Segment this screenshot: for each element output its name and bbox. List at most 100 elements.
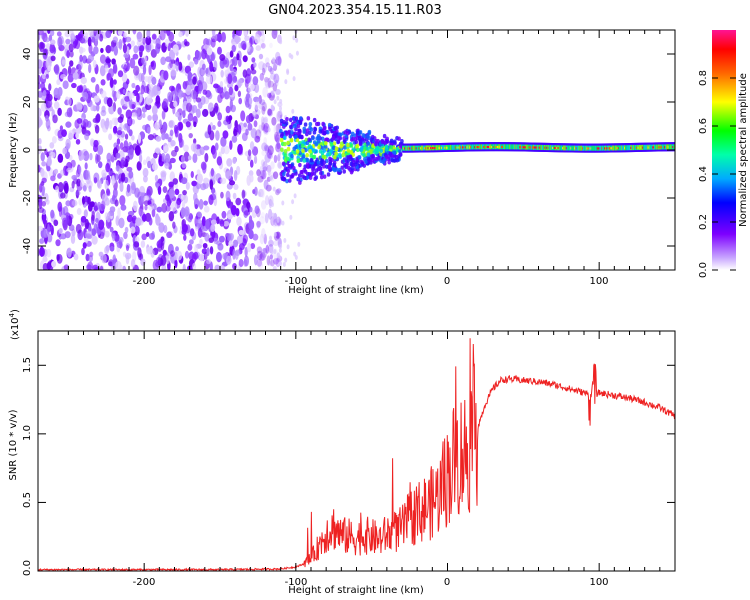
spectrogram-cell bbox=[183, 194, 189, 204]
spectrogram-cell bbox=[100, 47, 104, 54]
spectrogram-cell bbox=[289, 138, 294, 143]
spectrogram-cell bbox=[252, 110, 257, 118]
spectrogram-cell bbox=[334, 151, 338, 156]
spectrogram-cell bbox=[181, 201, 186, 208]
spectrogram-cell bbox=[195, 97, 202, 103]
spectrogram-cell bbox=[399, 144, 403, 149]
spectrogram-cell bbox=[376, 138, 380, 144]
spectrogram-cell bbox=[261, 247, 268, 258]
spectrogram-cell bbox=[89, 138, 95, 147]
spectrogram-cell bbox=[276, 95, 280, 101]
spectrogram-cell bbox=[309, 145, 313, 150]
spectrogram-cell bbox=[273, 249, 277, 255]
spectrogram-cell bbox=[67, 247, 72, 258]
spectrogram-cell bbox=[334, 146, 339, 151]
spectrogram-cell bbox=[275, 58, 281, 66]
spectrogram-cell bbox=[322, 174, 327, 179]
spectrogram-cell bbox=[275, 89, 281, 96]
spectrogram-cell bbox=[219, 219, 225, 227]
spectrogram-cell bbox=[49, 43, 55, 54]
spectrogram-cell bbox=[223, 145, 230, 155]
spectrogram-cell bbox=[83, 150, 90, 162]
spectrogram-cell bbox=[141, 57, 145, 65]
spectrogram-cell bbox=[51, 260, 57, 268]
spectrogram-cell bbox=[308, 164, 313, 169]
spectrogram-cell bbox=[343, 145, 347, 150]
spectrogram-cell bbox=[331, 166, 336, 172]
spectrogram-cell bbox=[314, 142, 318, 147]
spectrogram-cell bbox=[45, 93, 50, 100]
spectrogram-cell bbox=[67, 73, 74, 83]
spectrogram-cell bbox=[100, 109, 107, 117]
spectrogram-cell bbox=[89, 251, 94, 258]
spectrogram-cell bbox=[110, 44, 115, 52]
spectrogram-cell bbox=[91, 36, 96, 43]
spectrogram-cell bbox=[270, 200, 274, 206]
spectrogram-cell bbox=[132, 53, 139, 60]
spectrogram-cell bbox=[273, 215, 278, 224]
spectrogram-cell bbox=[53, 168, 59, 175]
spectrogram-cell bbox=[237, 90, 242, 98]
spectrogram-cell bbox=[170, 250, 175, 257]
spectrogram-cell bbox=[188, 133, 193, 139]
spectrogram-cell bbox=[283, 152, 288, 158]
spectrogram-cell bbox=[232, 56, 238, 67]
spectrogram-cell bbox=[142, 64, 147, 75]
spectrogram-cell bbox=[283, 149, 288, 154]
spectrogram-cell bbox=[318, 129, 323, 134]
spectrogram-cell bbox=[350, 131, 355, 137]
spectrogram-cell bbox=[172, 44, 179, 54]
spectrogram-cell bbox=[72, 72, 79, 80]
spectrogram-cell bbox=[99, 265, 104, 270]
spectrogram-cell bbox=[104, 120, 109, 130]
spectrogram-cell bbox=[117, 107, 122, 115]
spectrogram-cell bbox=[169, 157, 176, 164]
spectrogram-cell bbox=[280, 131, 284, 137]
spectrogram-cell bbox=[120, 157, 126, 166]
spectrogram-cells bbox=[38, 30, 675, 270]
spectrogram-cell bbox=[217, 120, 222, 127]
spectrogram-cell bbox=[282, 171, 286, 177]
spectrogram-cell bbox=[45, 248, 52, 258]
spectrogram-cell bbox=[313, 176, 317, 182]
spectrogram-cell bbox=[66, 142, 70, 149]
spectrogram-cell bbox=[331, 145, 336, 151]
spectrogram-cell bbox=[71, 199, 78, 207]
spectrogram-cell bbox=[302, 129, 306, 134]
spectrogram-cell bbox=[95, 153, 99, 164]
colorbar-tick-label: 0.6 bbox=[698, 118, 709, 134]
spectrogram-cell bbox=[268, 152, 273, 160]
spectrogram-cell bbox=[53, 101, 60, 110]
spectrogram-cell bbox=[192, 153, 198, 164]
spectrogram-cell bbox=[358, 137, 362, 142]
spectrogram-cell bbox=[94, 124, 100, 134]
snr-y-axis-label: SNR (10 * v/v) bbox=[8, 409, 19, 480]
spectrogram-cell bbox=[93, 46, 99, 55]
spectrogram-cell bbox=[220, 31, 226, 43]
spectrogram-cell bbox=[263, 116, 268, 124]
spectrogram-cell bbox=[243, 255, 250, 267]
spectrogram-cell bbox=[97, 180, 101, 188]
spectrogram-cell bbox=[287, 178, 292, 183]
spectrogram-cell bbox=[92, 60, 97, 68]
spectrogram-cell bbox=[272, 77, 278, 84]
spectrogram-cell bbox=[209, 61, 214, 72]
spectrogram-cell bbox=[84, 195, 89, 203]
spectrogram-cell bbox=[170, 202, 178, 212]
spectrogram-cell bbox=[52, 136, 57, 144]
spectrogram-cell bbox=[175, 61, 179, 72]
spectrogram-cell bbox=[210, 223, 216, 233]
spectrogram-cell bbox=[43, 229, 49, 238]
spectrogram-cell bbox=[296, 123, 301, 129]
spectrogram-cell bbox=[278, 162, 282, 168]
spectrogram-cell bbox=[52, 114, 58, 124]
spectrogram-cell bbox=[311, 164, 316, 169]
spectrogram-cell bbox=[223, 91, 230, 100]
spectrogram-cell bbox=[281, 220, 285, 226]
spectrogram-cell bbox=[173, 124, 178, 134]
spectrogram-cell bbox=[151, 33, 157, 40]
spectrogram-cell bbox=[130, 40, 135, 47]
spectrogram-cell bbox=[292, 76, 296, 82]
spectrogram-cell bbox=[172, 178, 179, 185]
spectrogram-cell bbox=[254, 101, 260, 111]
